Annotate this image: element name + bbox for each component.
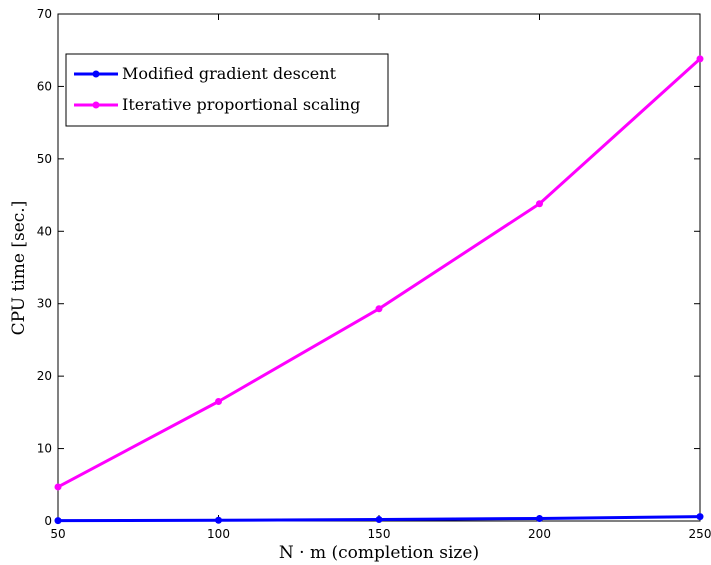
series-0-point	[536, 514, 543, 522]
legend: Modified gradient descent Iterative prop…	[65, 53, 389, 127]
x-tick-label: 250	[689, 527, 711, 541]
x-tick-label: 150	[368, 527, 391, 541]
y-tick-label: 60	[37, 79, 52, 93]
series-1-point	[696, 55, 704, 63]
series-0-point	[375, 516, 383, 524]
y-axis-label: CPU time [sec.]	[9, 201, 29, 336]
series-layer	[54, 55, 704, 525]
y-tick-label: 30	[37, 297, 52, 311]
legend-label-series-0: Modified gradient descent	[122, 64, 337, 83]
y-tick-label: 40	[37, 224, 52, 238]
x-tick-label: 100	[207, 527, 230, 541]
x-axis-label: N · m (completion size)	[279, 543, 479, 563]
x-tick-label: 50	[50, 527, 65, 541]
series-1-point	[215, 397, 222, 405]
y-tick-label: 50	[37, 152, 52, 166]
series-1-point	[375, 305, 383, 313]
x-tick-label: 200	[528, 527, 551, 541]
legend-box	[65, 53, 389, 127]
series-0-point	[215, 516, 222, 524]
legend-marker-series-0	[92, 70, 100, 78]
y-tick-label: 10	[37, 442, 52, 456]
series-0-point	[54, 517, 62, 525]
series-0-point	[696, 513, 704, 521]
y-tick-label: 70	[37, 7, 52, 21]
legend-label-series-1: Iterative proportional scaling	[122, 95, 360, 114]
series-1-point	[536, 200, 543, 208]
legend-marker-series-1	[92, 101, 100, 109]
y-tick-label: 20	[37, 369, 52, 383]
y-tick-label: 0	[44, 514, 52, 528]
series-1-point	[54, 483, 62, 491]
